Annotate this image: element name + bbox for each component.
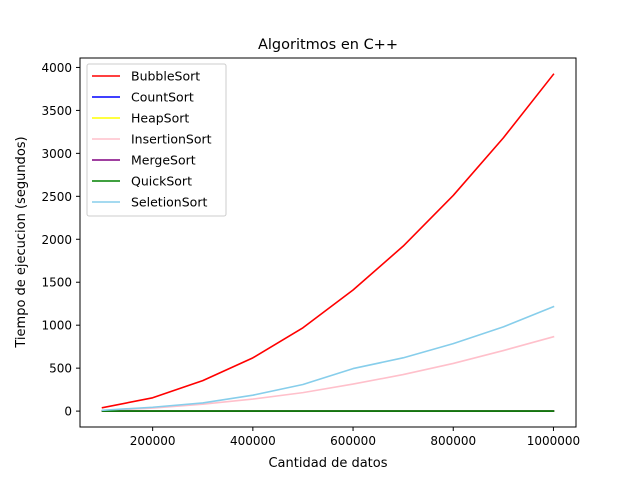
y-tick-label: 0 <box>64 405 72 419</box>
legend-label: MergeSort <box>131 153 196 168</box>
legend-label: HeapSort <box>131 111 189 126</box>
y-tick-label: 1500 <box>41 276 72 290</box>
y-tick-label: 1000 <box>41 319 72 333</box>
y-tick-label: 2000 <box>41 233 72 247</box>
y-tick-label: 4000 <box>41 61 72 75</box>
x-axis-label: Cantidad de datos <box>268 456 387 471</box>
legend: BubbleSort CountSort HeapSort InsertionSort… <box>87 64 226 216</box>
x-tick-label: 400000 <box>230 434 276 448</box>
legend-label: SeletionSort <box>131 195 207 210</box>
legend-label: InsertionSort <box>131 132 212 147</box>
x-tick-label: 1000000 <box>527 434 580 448</box>
legend-label: BubbleSort <box>131 69 200 84</box>
x-tick-label: 600000 <box>330 434 376 448</box>
chart-title: Algoritmos en C++ <box>258 37 398 53</box>
legend-label: CountSort <box>131 90 194 105</box>
legend-label: QuickSort <box>131 174 192 189</box>
y-tick-label: 3000 <box>41 147 72 161</box>
y-axis-label: Tiempo de ejecucion (segundos) <box>14 136 29 348</box>
x-tick-label: 200000 <box>130 434 176 448</box>
y-tick-label: 2500 <box>41 190 72 204</box>
y-tick-label: 500 <box>49 362 72 376</box>
y-tick-label: 3500 <box>41 104 72 118</box>
x-tick-label: 800000 <box>430 434 476 448</box>
